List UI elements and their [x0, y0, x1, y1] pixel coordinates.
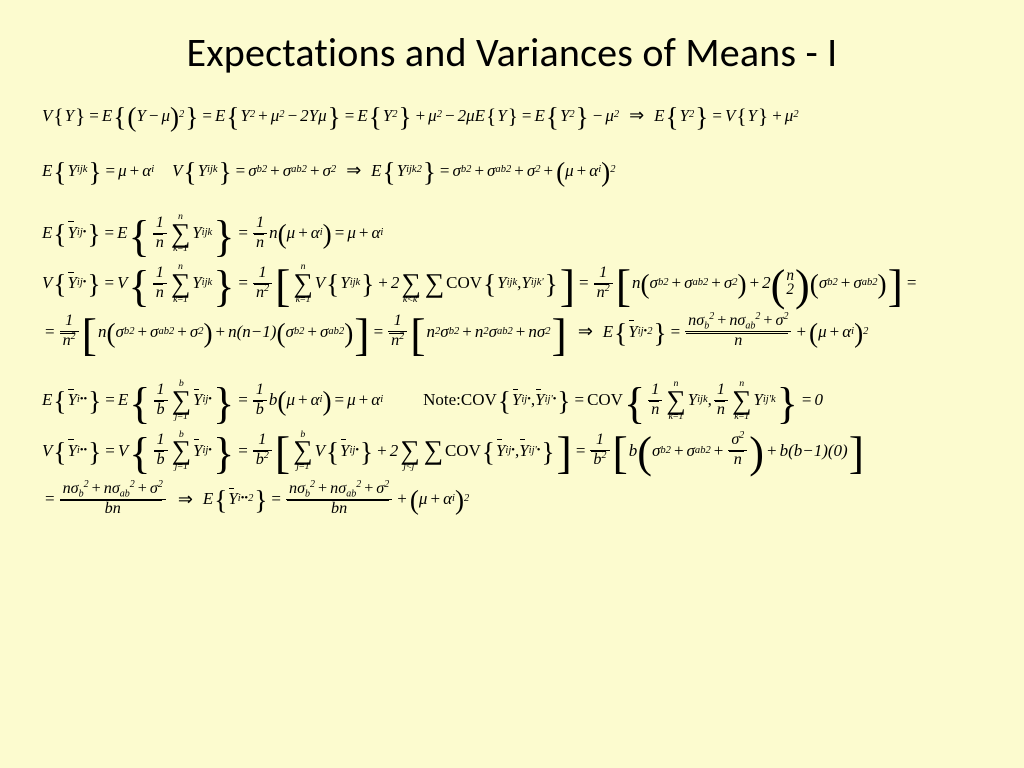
equation-block: V{Y} = E{(Y−μ)2} = E{Y2+μ2−2Yμ} = E{Y2}+… [42, 103, 982, 518]
eq-5: = 1n2 [ n(σb2+σab2+σ2)+n(n−1)(σb2+σab2) … [42, 313, 982, 350]
note-label: Note: [423, 388, 461, 412]
eq-6: E{Yi••} = E{ 1b b∑j=1 Yij• } = 1bb(μ+αi)… [42, 380, 982, 420]
eq-4: V{Yij•} = V{ 1n n∑k=1 Yijk } = 1n2 [ n∑k… [42, 263, 982, 303]
eq-2: E{Yijk}=μ+αi V{Yijk}=σb2+σab2+σ2 ⇒ E{Yij… [42, 158, 982, 183]
slide-title: Expectations and Variances of Means - I [42, 28, 982, 77]
eq-3: E{Yij•} = E{ 1n n∑k=1 Yijk } = 1nn(μ+αi)… [42, 213, 982, 253]
eq-1: V{Y} = E{(Y−μ)2} = E{Y2+μ2−2Yμ} = E{Y2}+… [42, 103, 982, 128]
eq-7: V{Yi••} = V{ 1b b∑j=1 Yij• } = 1b2 [ b∑j… [42, 431, 982, 471]
eq-8: = nσb2+nσab2+σ2bn ⇒ E{Yi••2}= nσb2+nσab2… [42, 481, 982, 518]
slide: Expectations and Variances of Means - I … [0, 0, 1024, 768]
